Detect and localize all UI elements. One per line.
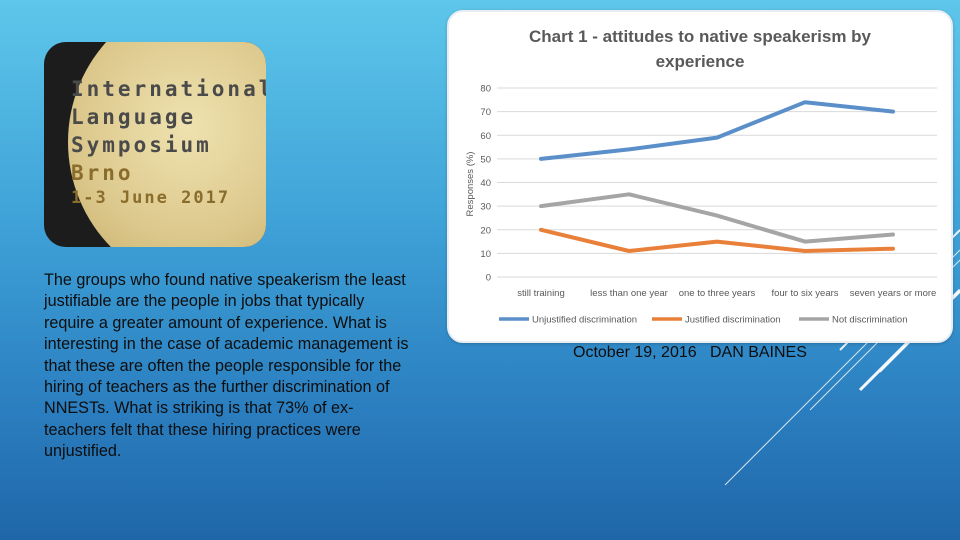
chart-title-line-2: experience bbox=[656, 52, 745, 71]
footer-author: DAN BAINES bbox=[709, 344, 807, 361]
y-tick-label: 60 bbox=[480, 131, 491, 142]
x-tick-label: less than one year bbox=[590, 288, 668, 299]
footer-date: October 19, 2016 bbox=[573, 344, 697, 361]
logo-dates: 1-3 June 2017 bbox=[71, 188, 231, 208]
y-tick-label: 20 bbox=[480, 225, 491, 236]
logo-line-3: Symposium bbox=[71, 133, 212, 157]
symposium-logo: International Language Symposium Brno 1-… bbox=[44, 42, 266, 247]
y-tick-label: 0 bbox=[486, 273, 491, 284]
y-tick-label: 70 bbox=[480, 107, 491, 118]
legend-label: Unjustified discrimination bbox=[532, 315, 637, 326]
series-line bbox=[539, 100, 895, 161]
y-tick-label: 80 bbox=[480, 84, 491, 95]
x-tick-label: still training bbox=[517, 288, 565, 299]
y-tick-label: 10 bbox=[480, 249, 491, 260]
logo-text: International Language Symposium Brno 1-… bbox=[71, 75, 266, 209]
y-axis-label: Responses (%) bbox=[465, 152, 476, 217]
y-tick-label: 30 bbox=[480, 202, 491, 213]
logo-gold-disc bbox=[68, 42, 266, 247]
series-line bbox=[539, 192, 895, 244]
logo-line-2: Language bbox=[71, 105, 197, 129]
line-chart: Chart 1 - attitudes to native speakerism… bbox=[465, 27, 937, 326]
legend-label: Not discrimination bbox=[832, 315, 908, 326]
logo-line-1: International bbox=[71, 77, 266, 101]
legend-label: Justified discrimination bbox=[685, 315, 781, 326]
footer-credit: October 19, 2016 DAN BAINES bbox=[573, 344, 807, 362]
chart-title-line-1: Chart 1 - attitudes to native speakerism… bbox=[529, 27, 872, 46]
logo-city: Brno bbox=[71, 161, 134, 185]
x-tick-label: four to six years bbox=[771, 288, 838, 299]
y-tick-label: 50 bbox=[480, 154, 491, 165]
body-paragraph: The groups who found native speakerism t… bbox=[44, 271, 409, 461]
x-tick-label: seven years or more bbox=[850, 288, 937, 299]
chart-card: Chart 1 - attitudes to native speakerism… bbox=[447, 10, 953, 343]
x-tick-label: one to three years bbox=[679, 288, 756, 299]
y-tick-label: 40 bbox=[480, 178, 491, 189]
